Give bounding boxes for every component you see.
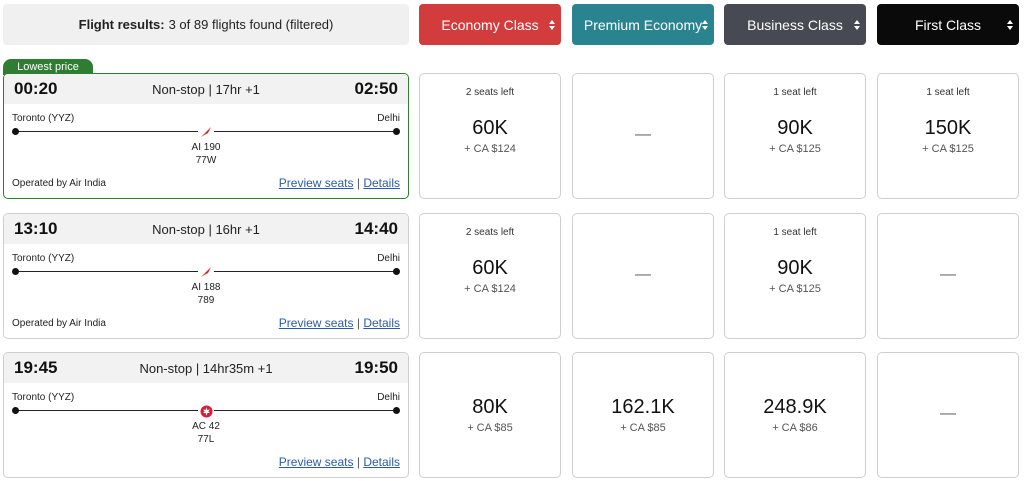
operated-by: Operated by Air India — [12, 177, 106, 189]
flight-header: 19:45 Non-stop | 14hr35m +1 19:50 — [4, 353, 408, 383]
fare-cell-economy[interactable]: 80K + CA $85 — [419, 352, 561, 478]
seats-left: 2 seats left — [465, 227, 515, 238]
route-line — [12, 125, 400, 139]
flight-number: AC 42 — [192, 421, 220, 432]
cabin-label: Economy Class — [441, 16, 539, 33]
fare-miles: 60K — [472, 117, 508, 139]
results-summary: Flight results: 3 of 89 flights found (f… — [3, 4, 409, 45]
fare-miles: 162.1K — [611, 396, 675, 418]
fare-cell-business[interactable]: 248.9K + CA $86 — [724, 352, 866, 478]
flight-card: 13:10 Non-stop | 16hr +1 14:40 Toronto (… — [3, 213, 409, 339]
origin-city: Toronto (YYZ) — [12, 253, 75, 264]
results-summary-label: Flight results: — [78, 17, 165, 32]
fare-miles: 80K — [472, 396, 508, 418]
sort-arrows-icon — [549, 19, 555, 30]
cabin-sort-premium-economy-button[interactable]: Premium Economy — [572, 4, 714, 45]
route-line — [12, 265, 400, 279]
seats-left: 1 seat left — [773, 227, 817, 238]
fare-tax: + CA $86 — [772, 422, 818, 434]
aircraft-type: 77W — [195, 155, 217, 166]
fare-tax: + CA $125 — [922, 143, 974, 155]
fare-cell-premium-economy[interactable]: 162.1K + CA $85 — [572, 352, 714, 478]
fare-tax: + CA $125 — [769, 283, 821, 295]
fare-tax: + CA $124 — [464, 143, 516, 155]
destination-city: Delhi — [377, 113, 400, 124]
fare-cell-first: — — [877, 213, 1019, 339]
cabin-label: Business Class — [747, 16, 843, 33]
fare-miles: 60K — [472, 257, 508, 279]
sort-arrows-icon — [854, 19, 860, 30]
fare-unavailable: — — [635, 266, 651, 283]
details-link[interactable]: Details — [363, 316, 400, 330]
fare-cell-business[interactable]: 1 seat left 90K + CA $125 — [724, 213, 866, 339]
route-line — [12, 404, 400, 418]
fare-miles: 150K — [924, 117, 972, 139]
sort-arrows-icon — [1007, 19, 1013, 30]
fare-tax: + CA $125 — [769, 143, 821, 155]
flight-duration: Non-stop | 17hr +1 — [152, 81, 260, 97]
link-separator: | — [356, 455, 360, 469]
seats-left: 1 seat left — [926, 87, 970, 98]
fare-cell-economy[interactable]: 2 seats left 60K + CA $124 — [419, 73, 561, 199]
link-separator: | — [356, 176, 360, 190]
link-separator: | — [356, 316, 360, 330]
air-india-logo-icon — [198, 265, 214, 279]
preview-seats-link[interactable]: Preview seats — [278, 176, 354, 190]
fare-cell-first[interactable]: 1 seat left 150K + CA $125 — [877, 73, 1019, 199]
air-canada-logo-icon — [198, 404, 214, 418]
arrival-time: 19:50 — [354, 358, 398, 377]
fare-unavailable: — — [635, 126, 651, 143]
flight-number: AI 188 — [191, 282, 221, 293]
preview-seats-link[interactable]: Preview seats — [278, 316, 354, 330]
origin-city: Toronto (YYZ) — [12, 392, 75, 403]
arrival-time: 14:40 — [354, 219, 398, 238]
origin-city: Toronto (YYZ) — [12, 113, 75, 124]
sort-arrows-icon — [702, 19, 708, 30]
fare-tax: + CA $85 — [467, 422, 513, 434]
departure-time: 00:20 — [14, 79, 58, 98]
fare-unavailable: — — [940, 266, 956, 283]
fare-unavailable: — — [940, 405, 956, 422]
seats-left: 2 seats left — [465, 87, 515, 98]
aircraft-type: 789 — [197, 295, 215, 306]
cabin-sort-business-button[interactable]: Business Class — [724, 4, 866, 45]
seats-left: 1 seat left — [773, 87, 817, 98]
flight-card: 19:45 Non-stop | 14hr35m +1 19:50 Toront… — [3, 352, 409, 478]
aircraft-type: 77L — [197, 434, 215, 445]
fare-miles: 90K — [777, 257, 813, 279]
flight-duration: Non-stop | 14hr35m +1 — [139, 360, 273, 376]
destination-city: Delhi — [377, 392, 400, 403]
fare-cell-business[interactable]: 1 seat left 90K + CA $125 — [724, 73, 866, 199]
fare-tax: + CA $124 — [464, 283, 516, 295]
flight-duration: Non-stop | 16hr +1 — [152, 221, 260, 237]
fare-cell-economy[interactable]: 2 seats left 60K + CA $124 — [419, 213, 561, 339]
details-link[interactable]: Details — [363, 176, 400, 190]
fare-cell-premium-economy: — — [572, 213, 714, 339]
cabin-label: First Class — [914, 16, 982, 33]
preview-seats-link[interactable]: Preview seats — [278, 455, 354, 469]
cabin-sort-economy-button[interactable]: Economy Class — [419, 4, 561, 45]
operated-by: Operated by Air India — [12, 317, 106, 329]
lowest-price-badge: Lowest price — [3, 59, 93, 75]
fare-cell-first: — — [877, 352, 1019, 478]
departure-time: 13:10 — [14, 219, 58, 238]
flight-card: 00:20 Non-stop | 17hr +1 02:50 Toronto (… — [3, 73, 409, 199]
flight-number: AI 190 — [191, 142, 221, 153]
flight-header: 00:20 Non-stop | 17hr +1 02:50 — [4, 74, 408, 104]
results-summary-text: 3 of 89 flights found (filtered) — [168, 17, 334, 32]
arrival-time: 02:50 — [354, 79, 398, 98]
details-link[interactable]: Details — [363, 455, 400, 469]
fare-tax: + CA $85 — [620, 422, 666, 434]
destination-city: Delhi — [377, 253, 400, 264]
fare-cell-premium-economy: — — [572, 73, 714, 199]
flight-header: 13:10 Non-stop | 16hr +1 14:40 — [4, 214, 408, 244]
fare-miles: 248.9K — [763, 396, 827, 418]
air-india-logo-icon — [198, 125, 214, 139]
fare-miles: 90K — [777, 117, 813, 139]
departure-time: 19:45 — [14, 358, 58, 377]
cabin-sort-first-button[interactable]: First Class — [877, 4, 1019, 45]
cabin-label: Premium Economy — [583, 16, 703, 33]
